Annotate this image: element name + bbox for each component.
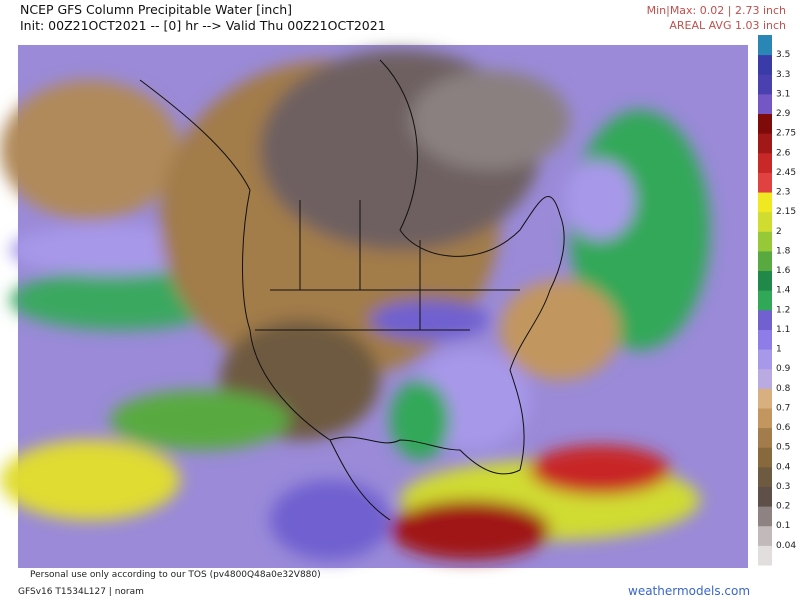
colorbar-bin [758, 250, 772, 272]
colorbar-bin [758, 152, 772, 173]
colorbar-label: 0.6 [776, 423, 791, 433]
colorbar-label: 0.2 [776, 502, 790, 512]
colorbar-bin [758, 133, 772, 154]
colorbar-bin [758, 466, 772, 487]
colorbar-bin [758, 486, 772, 507]
colorbar-label: 2.3 [776, 188, 790, 198]
model-info: GFSv16 T1534L127 | noram [18, 587, 144, 597]
colorbar-bin [758, 211, 772, 232]
colorbar-label: 1.2 [776, 305, 790, 315]
colorbar-bin [758, 349, 772, 370]
colorbar-label: 0.4 [776, 462, 791, 472]
min-max: Min|Max: 0.02 | 2.73 inch [646, 4, 786, 17]
colorbar-bin [758, 525, 772, 546]
colorbar-bin [758, 368, 772, 389]
colorbar-label: 0.3 [776, 482, 790, 492]
colorbar-bin [758, 172, 772, 193]
colorbar-bin [758, 329, 772, 350]
map [0, 45, 748, 568]
map-subtitle: Init: 00Z21OCT2021 -- [0] hr --> Valid T… [20, 18, 386, 33]
colorbar: 0.04 0.1 0.2 0.3 0.4 0.5 0.6 0.7 0.8 0.9 1 1.1 1.2 1.… [758, 35, 796, 566]
colorbar-label: 2.15 [776, 207, 796, 217]
colorbar-label: 2.9 [776, 109, 791, 119]
colorbar-bin [758, 270, 772, 291]
map-title: NCEP GFS Column Precipitable Water [inch… [20, 2, 293, 17]
colorbar-label: 0.1 [776, 521, 790, 531]
colorbar-label: 2.45 [776, 168, 796, 178]
colorbar-label: 1.1 [776, 325, 790, 335]
colorbar-label: 3.3 [776, 70, 790, 80]
colorbar-bin [758, 427, 772, 448]
site-link[interactable]: weathermodels.com [628, 584, 751, 598]
colorbar-label: 3.1 [776, 89, 790, 99]
colorbar-label: 0.5 [776, 443, 790, 453]
colorbar-label: 0.04 [776, 541, 796, 551]
colorbar-bin [758, 309, 772, 330]
colorbar-bin [758, 545, 772, 566]
colorbar-label: 1.6 [776, 266, 791, 276]
coastlines [139, 59, 565, 521]
colorbar-bin [758, 231, 772, 252]
colorbar-bin [758, 54, 772, 75]
colorbar-label: 0.8 [776, 384, 791, 394]
colorbar-bin [758, 447, 772, 468]
areal-avg: AREAL AVG 1.03 inch [669, 19, 786, 32]
colorbar-bin [758, 388, 772, 409]
colorbar-bin [758, 93, 772, 115]
colorbar-label: 1 [776, 345, 782, 355]
colorbar-label: 1.4 [776, 286, 791, 296]
colorbar-bin [758, 192, 772, 213]
colorbar-label: 2.75 [776, 129, 796, 139]
colorbar-bin [758, 506, 772, 527]
colorbar-bin [758, 113, 772, 134]
colorbar-label: 0.9 [776, 364, 791, 374]
colorbar-label: 0.7 [776, 403, 790, 413]
colorbar-bin [758, 74, 772, 95]
colorbar-label: 2 [776, 227, 782, 237]
colorbar-bin [758, 35, 772, 56]
tos-note: Personal use only according to our TOS (… [30, 570, 321, 580]
colorbar-label: 2.6 [776, 148, 791, 158]
colorbar-label: 3.5 [776, 50, 790, 60]
colorbar-bin [758, 407, 772, 429]
colorbar-label: 1.8 [776, 246, 791, 256]
colorbar-bin [758, 290, 772, 311]
